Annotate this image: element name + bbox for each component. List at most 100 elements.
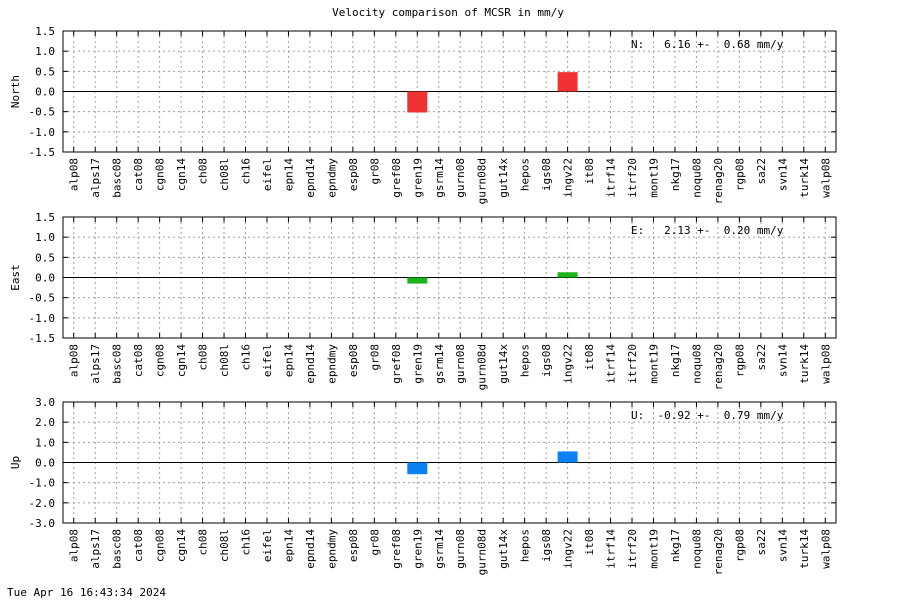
x-tick-label: cgn08 [154,344,167,377]
x-tick-label: ch16 [240,344,253,371]
x-tick-label: itrf14 [605,529,618,569]
x-tick-label: eifel [261,158,274,191]
x-tick-label: eifel [261,344,274,377]
x-tick-label: gren19 [411,158,424,198]
x-tick-label: gut14x [497,158,510,198]
x-tick-label: esp08 [347,344,360,377]
y-tick-label: -1.0 [29,126,56,139]
y-tick-label: 0.0 [35,86,55,99]
bar-ingv22 [557,451,578,463]
y-axis-label: East [9,264,22,291]
x-tick-label: hepos [519,158,532,191]
x-tick-label: itrf20 [626,158,639,198]
bar-ingv22 [557,72,578,92]
x-tick-label: cgn08 [154,158,167,191]
x-tick-label: epn14 [282,158,295,191]
x-tick-label: nkg17 [669,158,682,191]
x-tick-label: gr08 [368,158,381,185]
x-tick-label: cgn14 [175,529,188,562]
x-tick-label: walp08 [819,344,832,384]
x-tick-label: noqu08 [690,529,703,569]
bar-gren19 [407,277,428,284]
x-tick-label: nkg17 [669,344,682,377]
x-tick-label: gsrm14 [433,158,446,198]
y-tick-label: -1.0 [29,312,56,325]
x-tick-label: eifel [261,529,274,562]
x-tick-label: cgn14 [175,344,188,377]
x-tick-label: turk14 [798,529,811,569]
y-tick-label: 0.5 [35,251,55,264]
x-tick-label: epndmy [325,344,338,384]
x-tick-label: gut14x [497,529,510,569]
y-tick-label: -2.0 [29,497,56,510]
x-tick-label: cat08 [132,158,145,191]
x-tick-label: epnd14 [304,529,317,569]
x-tick-label: noqu08 [690,344,703,384]
x-tick-label: esp08 [347,158,360,191]
y-tick-label: 0.0 [35,457,55,470]
x-tick-label: cgn08 [154,529,167,562]
x-tick-label: hepos [519,529,532,562]
x-tick-label: svn14 [776,158,789,191]
x-tick-label: it08 [583,158,596,185]
x-tick-label: ch08l [218,158,231,191]
x-tick-label: basc08 [111,158,124,198]
y-tick-label: -1.0 [29,477,56,490]
x-tick-label: gr08 [368,529,381,556]
x-tick-label: sa22 [755,529,768,556]
x-tick-label: gurn08d [476,158,489,204]
x-tick-label: ch16 [240,529,253,556]
y-tick-label: -1.5 [29,146,56,159]
y-tick-label: 2.0 [35,416,55,429]
x-tick-label: mont19 [647,158,660,198]
x-tick-label: itrf20 [626,344,639,384]
x-tick-label: sa22 [755,158,768,185]
x-tick-label: rgp08 [733,158,746,191]
x-tick-label: renag20 [712,158,725,204]
x-tick-label: alps17 [89,158,102,198]
y-tick-label: -0.5 [29,106,56,119]
x-tick-label: epn14 [282,529,295,562]
x-tick-label: gurn08d [476,344,489,390]
x-tick-label: epndmy [325,158,338,198]
y-tick-label: 0.0 [35,272,55,285]
x-tick-label: gren19 [411,344,424,384]
x-tick-label: ingv22 [562,344,575,384]
x-tick-label: svn14 [776,344,789,377]
x-tick-label: gref08 [390,529,403,569]
x-tick-label: turk14 [798,344,811,384]
x-tick-label: rgp08 [733,344,746,377]
legend-stat: N: 6.16 +- 0.68 mm/y [631,38,784,51]
x-tick-label: sa22 [755,344,768,371]
y-tick-label: -3.0 [29,517,56,530]
x-tick-label: cgn14 [175,158,188,191]
x-tick-label: basc08 [111,344,124,384]
x-tick-label: basc08 [111,529,124,569]
x-tick-label: nkg17 [669,529,682,562]
x-tick-label: alps17 [89,344,102,384]
x-tick-label: gurn08 [454,529,467,569]
y-tick-label: 3.0 [35,396,55,409]
legend-stat: E: 2.13 +- 0.20 mm/y [631,224,784,237]
timestamp: Tue Apr 16 16:43:34 2024 [7,586,166,599]
x-tick-label: esp08 [347,529,360,562]
x-tick-label: mont19 [647,529,660,569]
panel-up: 3.0 2.0 1.0 0.0 -1.0 -2.0 -3.0 alp08 alps17 basc0… [9,396,837,575]
legend-stat: U: -0.92 +- 0.79 mm/y [631,409,784,422]
x-tick-label: mont19 [647,344,660,384]
x-tick-label: hepos [519,344,532,377]
x-tick-label: alp08 [68,344,81,377]
x-tick-label: gren19 [411,529,424,569]
y-tick-label: 1.5 [35,25,55,38]
bar-gren19 [407,462,428,475]
x-tick-label: gref08 [390,344,403,384]
panel-north: 1.5 1.0 0.5 0.0 -0.5 -1.0 -1.5 alp08 alps17 basc0… [9,25,837,204]
y-axis-label: North [9,75,22,108]
x-tick-label: svn14 [776,529,789,562]
y-axis-label: Up [9,456,22,469]
x-tick-label: epndmy [325,529,338,569]
x-tick-label: gut14x [497,344,510,384]
x-tick-label: alp08 [68,529,81,562]
y-tick-label: 1.5 [35,211,55,224]
y-tick-label: 1.0 [35,436,55,449]
